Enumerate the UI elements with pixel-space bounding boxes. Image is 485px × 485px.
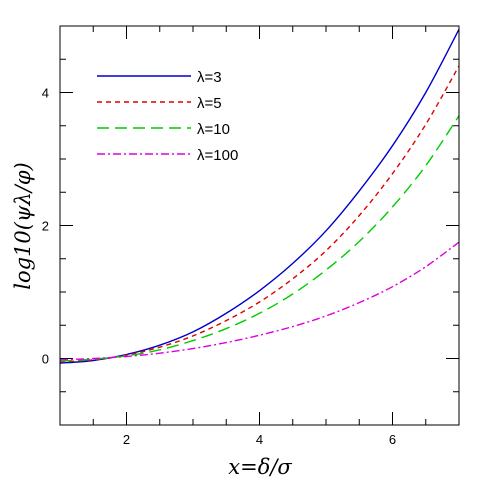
x-tick-label: 4 [256,432,263,447]
plot-lines [59,28,460,364]
legend-label: λ=5 [197,95,222,112]
legend-label: λ=3 [197,69,222,86]
y-tick-label: 4 [42,86,49,101]
y-tick-label: 2 [42,219,49,234]
plot-frame [59,25,460,426]
legend: λ=3 λ=5 λ=10 λ=100 [97,69,238,164]
y-axis-title: log10(ψλ/φ) [11,162,35,289]
minor-ticks [59,25,460,426]
legend-label: λ=100 [197,147,238,164]
major-ticks [60,26,459,425]
series-line-lambda-100 [59,241,460,361]
series-line-lambda-10 [59,115,460,362]
y-tick-label: 0 [42,352,49,367]
x-tick-label: 6 [389,432,396,447]
x-tick-label: 2 [123,432,130,447]
y-axis-title-text: log10(ψλ/φ) [11,162,35,289]
x-axis-title: x=δ/σ [228,455,292,479]
tick-labels: 2 4 6 0 2 4 [42,86,396,448]
legend-label: λ=10 [197,121,230,138]
series-line-lambda-5 [59,65,460,363]
